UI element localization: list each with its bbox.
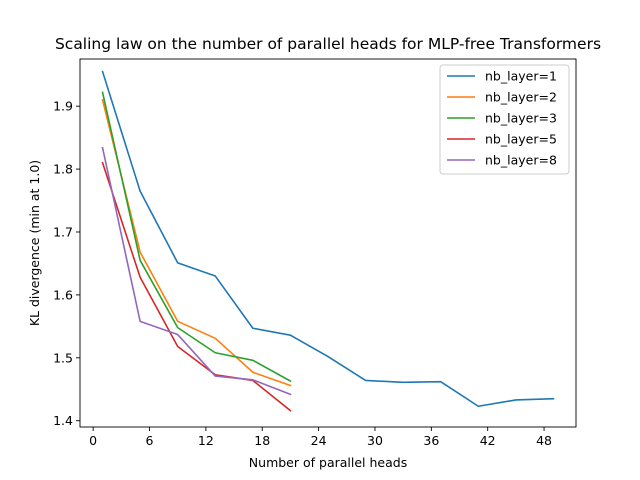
legend-label: nb_layer=3	[485, 111, 557, 126]
y-tick-label: 1.8	[53, 162, 73, 177]
y-tick-label: 1.4	[53, 413, 73, 428]
series-line-3	[101, 91, 292, 383]
plot-area: 0 6 12 18 24 30 36 42 48 1.4 1.5 1.6 1.7 1.8 1.9	[53, 58, 577, 448]
series-line-2	[101, 98, 292, 387]
y-tick-label: 1.5	[53, 350, 73, 365]
legend-box	[439, 64, 570, 175]
y-tick-label: 1.9	[53, 99, 73, 114]
legend-label: nb_layer=5	[485, 132, 557, 147]
y-axis-label: KL divergence (min at 1.0)	[27, 160, 42, 326]
y-tick-label: 1.6	[53, 287, 73, 302]
chart-title: Scaling law on the number of parallel he…	[55, 35, 601, 53]
y-tick-label: 1.7	[53, 224, 73, 239]
x-tick-label: 12	[198, 433, 214, 448]
legend-label: nb_layer=2	[485, 90, 557, 105]
x-tick-label: 18	[254, 433, 270, 448]
legend-label: nb_layer=1	[485, 69, 557, 84]
series-line-1	[101, 70, 555, 408]
x-tick-label: 48	[536, 433, 552, 448]
x-tick-label: 24	[311, 433, 327, 448]
x-tick-label: 0	[89, 433, 97, 448]
x-axis-label: Number of parallel heads	[249, 455, 407, 470]
x-tick-label: 36	[423, 433, 439, 448]
axes-frame	[79, 58, 577, 428]
series-line-4	[101, 161, 292, 412]
series-line-5	[101, 146, 292, 396]
x-tick-label: 30	[367, 433, 383, 448]
legend-label: nb_layer=8	[485, 153, 557, 168]
x-tick-label: 6	[146, 433, 154, 448]
x-tick-label: 42	[480, 433, 496, 448]
legend: nb_layer=1 nb_layer=2 nb_layer=3 nb_layer=5…	[439, 64, 570, 175]
